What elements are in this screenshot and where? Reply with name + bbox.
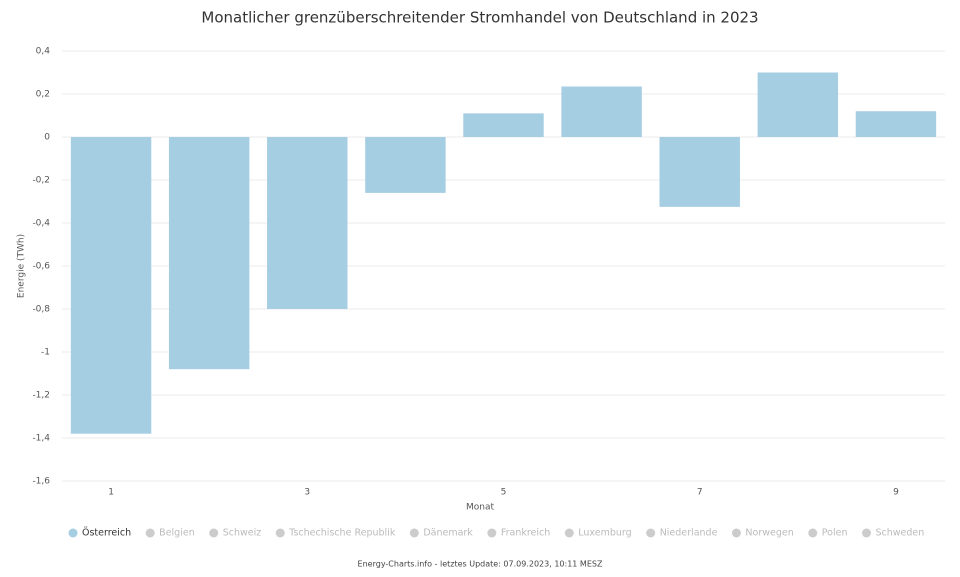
y-tick-label: -0,2 [32,176,50,186]
legend-marker[interactable] [409,528,419,538]
bar [561,86,642,137]
bar [267,137,348,309]
legend-label[interactable]: Österreich [82,528,131,539]
legend-marker[interactable] [209,528,219,538]
legend-marker[interactable] [564,528,574,538]
legend-label[interactable]: Norwegen [745,528,793,539]
legend-label[interactable]: Schweiz [223,528,262,539]
y-tick-label: -0,8 [32,305,50,315]
legend-label[interactable]: Niederlande [660,528,718,539]
y-tick-label: 0,4 [36,47,51,57]
legend-label[interactable]: Belgien [159,528,195,539]
y-tick-label: -0,6 [32,262,50,272]
footer: Energy-Charts.info - letztes Update: 07.… [358,560,603,569]
bar [659,137,740,207]
x-tick-label: 1 [108,488,114,498]
x-tick-label: 9 [893,488,899,498]
bar [855,111,937,137]
y-tick-label: -1,6 [32,477,50,487]
legend-marker[interactable] [487,528,497,538]
legend-marker[interactable] [68,528,78,538]
legend-marker[interactable] [646,528,656,538]
x-tick-label: 3 [304,488,310,498]
legend-label[interactable]: Dänemark [423,528,473,539]
legend-label[interactable]: Tschechische Republik [288,528,396,539]
y-tick-label: 0 [44,133,50,143]
y-tick-label: -1,2 [32,391,50,401]
bar [463,113,544,137]
bar [168,137,250,370]
y-tick-label: -0,4 [32,219,50,229]
legend-label[interactable]: Luxemburg [578,528,631,539]
x-tick-label: 5 [501,488,507,498]
y-tick-label: -1,4 [32,434,50,444]
legend-marker[interactable] [275,528,285,538]
y-axis-label: Energie (TWh) [17,234,27,298]
bar [757,72,839,137]
x-tick-label: 7 [697,488,703,498]
chart-title: Monatlicher grenzüberschreitender Stromh… [201,9,758,27]
bar [365,137,446,193]
y-tick-label: 0,2 [36,90,50,100]
legend-marker[interactable] [145,528,155,538]
legend-marker[interactable] [808,528,818,538]
legend-marker[interactable] [731,528,741,538]
legend-marker[interactable] [861,528,871,538]
y-tick-label: -1 [41,348,50,358]
legend-label[interactable]: Frankreich [501,528,550,539]
legend-label[interactable]: Schweden [875,528,924,539]
x-axis-label: Monat [466,503,494,513]
legend-label[interactable]: Polen [822,528,848,539]
bar [70,137,152,434]
